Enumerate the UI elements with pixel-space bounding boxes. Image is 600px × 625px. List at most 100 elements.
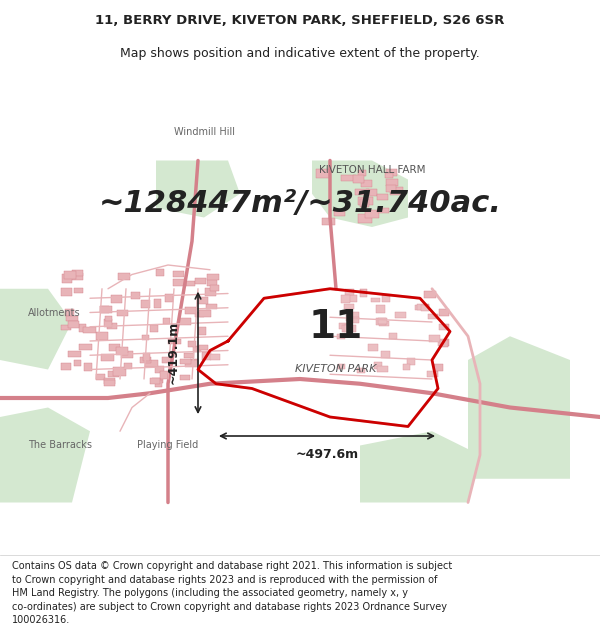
Bar <box>173 271 184 278</box>
Bar <box>358 198 373 205</box>
Polygon shape <box>0 408 90 502</box>
Bar <box>195 278 206 284</box>
Bar <box>68 321 79 328</box>
Bar <box>113 368 126 376</box>
Text: ~128447m²/~31.740ac.: ~128447m²/~31.740ac. <box>98 189 502 218</box>
Bar <box>377 366 388 372</box>
Bar <box>142 334 149 340</box>
Bar <box>107 323 117 329</box>
Text: 100026316.: 100026316. <box>12 615 70 625</box>
Bar <box>338 364 345 369</box>
Bar <box>344 326 356 332</box>
Bar <box>316 169 329 177</box>
Bar <box>155 366 164 372</box>
Bar <box>143 352 151 361</box>
Bar <box>145 360 158 368</box>
Polygon shape <box>156 161 240 217</box>
Bar <box>168 339 181 344</box>
Bar <box>160 371 169 379</box>
Text: Playing Field: Playing Field <box>137 441 199 451</box>
Bar <box>181 375 190 380</box>
Bar <box>107 371 119 378</box>
Polygon shape <box>360 431 480 502</box>
Bar <box>124 363 132 369</box>
Bar <box>382 296 389 301</box>
Bar <box>140 357 151 362</box>
Bar <box>355 189 369 195</box>
Bar <box>100 306 109 313</box>
Bar <box>207 274 220 280</box>
Bar <box>376 305 385 312</box>
Bar <box>150 378 160 384</box>
Bar <box>440 340 448 347</box>
Bar <box>105 316 112 321</box>
Bar <box>417 304 429 310</box>
Bar <box>205 288 216 296</box>
Bar <box>61 362 71 370</box>
Bar <box>389 332 397 339</box>
Bar <box>200 310 209 316</box>
Bar <box>346 315 354 321</box>
Text: Contains OS data © Crown copyright and database right 2021. This information is : Contains OS data © Crown copyright and d… <box>12 561 452 571</box>
Bar <box>118 273 130 280</box>
Bar <box>199 328 206 334</box>
Bar <box>104 378 115 384</box>
Polygon shape <box>0 289 72 369</box>
Bar <box>101 354 115 361</box>
Bar <box>395 312 406 318</box>
Bar <box>349 317 359 324</box>
Bar <box>341 176 356 181</box>
Bar <box>379 321 389 326</box>
Bar <box>156 269 164 276</box>
Bar <box>85 362 92 371</box>
Bar <box>434 364 443 371</box>
Bar <box>61 324 71 330</box>
Bar <box>371 298 380 302</box>
Bar <box>345 289 354 294</box>
Bar <box>173 279 186 286</box>
Text: 11: 11 <box>309 308 363 346</box>
Bar <box>190 359 198 364</box>
Text: ~419.1m: ~419.1m <box>167 321 180 384</box>
Bar <box>155 380 163 388</box>
Bar <box>368 344 378 351</box>
Bar <box>382 351 390 358</box>
Bar <box>109 344 120 351</box>
Bar <box>118 309 128 316</box>
Bar <box>188 341 196 348</box>
Text: The Barracks: The Barracks <box>28 441 92 451</box>
Text: HM Land Registry. The polygons (including the associated geometry, namely x, y: HM Land Registry. The polygons (includin… <box>12 588 408 598</box>
Text: co-ordinates) are subject to Crown copyright and database rights 2023 Ordnance S: co-ordinates) are subject to Crown copyr… <box>12 602 447 612</box>
Bar <box>211 285 219 291</box>
Text: KIVETON PARK: KIVETON PARK <box>295 364 377 374</box>
Bar <box>71 271 83 276</box>
Bar <box>339 322 350 329</box>
Bar <box>347 295 357 302</box>
Bar <box>407 359 415 365</box>
Bar <box>344 304 355 309</box>
Bar <box>104 380 115 386</box>
Bar <box>193 346 201 352</box>
Bar <box>403 364 410 371</box>
Bar <box>180 359 191 364</box>
Bar <box>415 305 424 310</box>
Bar <box>386 185 396 192</box>
Bar <box>150 325 158 332</box>
Bar <box>141 300 151 308</box>
Bar <box>95 332 107 340</box>
Text: Map shows position and indicative extent of the property.: Map shows position and indicative extent… <box>120 48 480 61</box>
Bar <box>152 378 163 383</box>
Bar <box>421 306 429 311</box>
Bar <box>349 312 359 319</box>
Bar <box>186 281 195 286</box>
Bar <box>197 297 208 304</box>
Bar <box>360 289 367 297</box>
Bar <box>199 345 208 350</box>
Bar <box>185 361 198 368</box>
Bar <box>360 199 369 207</box>
Polygon shape <box>312 161 408 227</box>
Bar <box>439 324 449 330</box>
Bar <box>68 351 80 357</box>
Bar <box>437 339 449 346</box>
Bar <box>386 169 397 176</box>
